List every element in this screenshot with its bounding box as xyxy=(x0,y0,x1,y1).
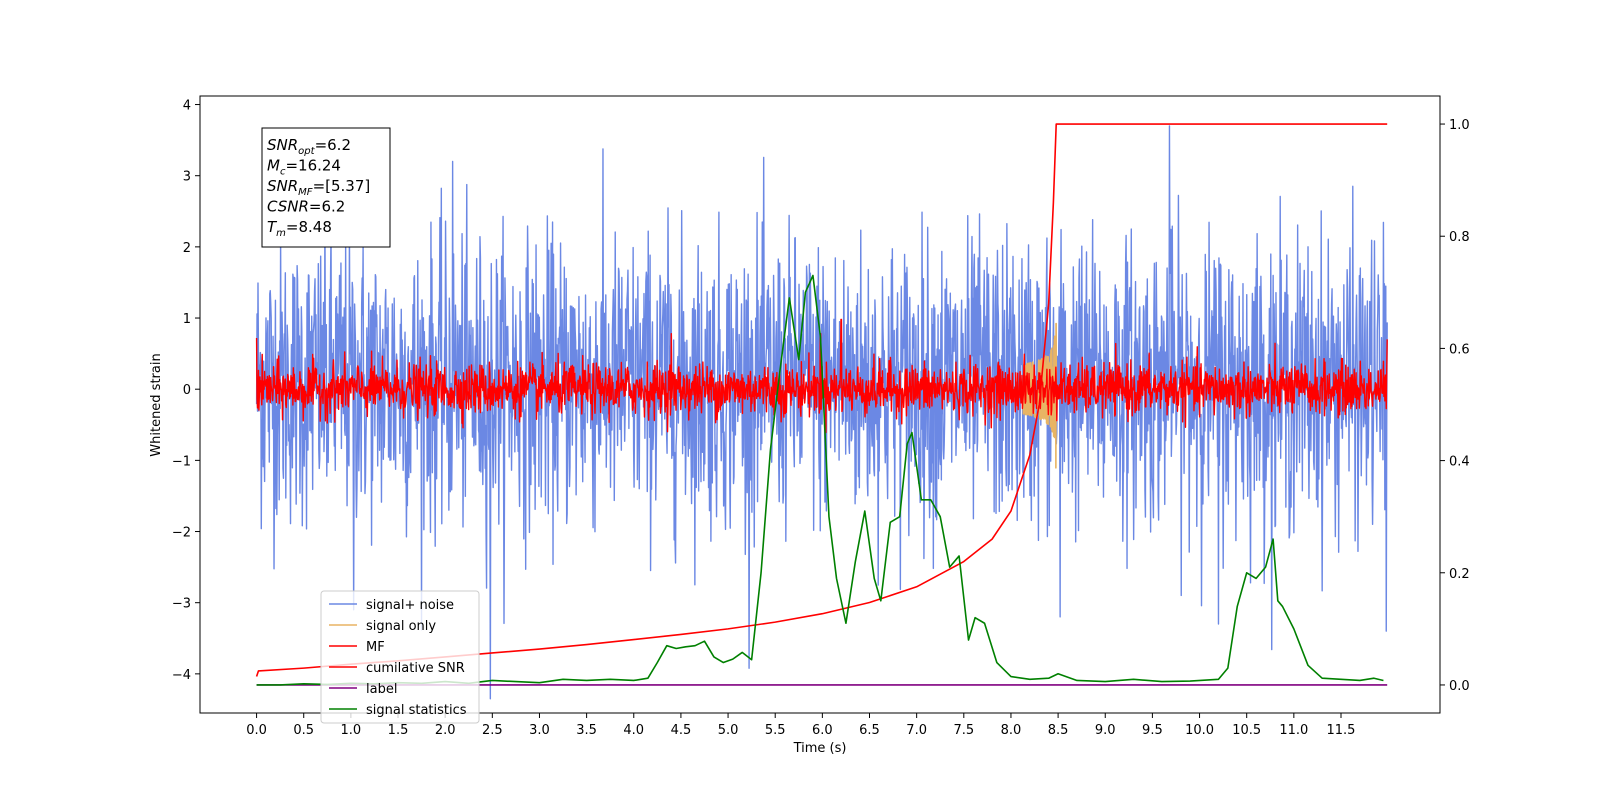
y-tick-label-right: 0.6 xyxy=(1449,342,1470,357)
y-tick-label-left: 3 xyxy=(183,170,191,185)
legend-entry: signal statistics xyxy=(366,703,467,718)
y-tick-label-right: 0.0 xyxy=(1449,679,1470,694)
info-box-line: CSNR=6.2 xyxy=(267,198,345,216)
x-tick-label: 3.5 xyxy=(576,723,597,738)
x-tick-label: 10.0 xyxy=(1185,723,1214,738)
y-tick-label-right: 0.2 xyxy=(1449,567,1470,582)
info-box-frame xyxy=(261,127,391,248)
x-tick-label: 1.0 xyxy=(341,723,362,738)
x-tick-label: 0.0 xyxy=(246,723,267,738)
x-tick-label: 9.5 xyxy=(1142,723,1163,738)
y-tick-label-right: 1.0 xyxy=(1449,118,1470,133)
y-axis-right: 1.0 0.8 0.6 0.4 0.2 0.0 xyxy=(1440,118,1470,694)
legend-entry: signal only xyxy=(366,619,436,634)
x-tick-label: 9.0 xyxy=(1095,723,1116,738)
x-tick-label: 11.5 xyxy=(1327,723,1356,738)
x-tick-label: 3.0 xyxy=(529,723,550,738)
legend-entry: signal+ noise xyxy=(366,598,454,613)
x-tick-label: 1.5 xyxy=(388,723,409,738)
y-tick-label-left: 2 xyxy=(183,241,191,256)
info-box-line: SNRMF=[5.37] xyxy=(267,177,370,198)
y-axis-label: Whitened strain xyxy=(149,353,164,456)
info-box-line: Tm=8.48 xyxy=(267,218,332,239)
x-tick-label: 4.5 xyxy=(671,723,692,738)
x-tick-label: 4.0 xyxy=(623,723,644,738)
y-tick-label-left: 4 xyxy=(183,99,191,114)
x-tick-label: 5.5 xyxy=(765,723,786,738)
x-tick-label: 10.5 xyxy=(1232,723,1261,738)
y-tick-label-left: 1 xyxy=(183,312,191,327)
x-tick-label: 0.5 xyxy=(293,723,314,738)
x-tick-label: 11.0 xyxy=(1279,723,1308,738)
legend: signal+ noise signal only MF cumilative SNR… xyxy=(320,590,480,724)
x-tick-label: 7.0 xyxy=(906,723,927,738)
x-axis: 0.0 0.5 1.0 1.5 2.0 2.5 3.0 3.5 4.0 4.5 5.0 5.5 6.0 6… xyxy=(246,713,1355,738)
y-axis-left: 4 3 2 1 0 −1 −2 −3 −4 xyxy=(172,99,200,683)
y-tick-label-left: −4 xyxy=(172,668,191,683)
x-tick-label: 8.5 xyxy=(1048,723,1069,738)
y-tick-label-left: −3 xyxy=(172,597,191,612)
x-tick-label: 6.0 xyxy=(812,723,833,738)
series-line-signal-only xyxy=(1022,322,1059,469)
info-box-line: Mc=16.24 xyxy=(267,157,341,178)
series-line-signal-statistics xyxy=(256,274,1384,686)
legend-entry: cumilative SNR xyxy=(366,661,465,676)
x-tick-label: 6.5 xyxy=(859,723,880,738)
x-tick-label: 2.5 xyxy=(482,723,503,738)
legend-entry: label xyxy=(366,682,397,697)
x-axis-label: Time (s) xyxy=(793,741,847,756)
x-tick-label: 2.0 xyxy=(435,723,456,738)
legend-entry: MF xyxy=(366,640,385,655)
info-box-line: SNRopt=6.2 xyxy=(267,136,351,157)
y-tick-label-right: 0.8 xyxy=(1449,230,1470,245)
x-tick-label: 8.0 xyxy=(1001,723,1022,738)
y-tick-label-left: 0 xyxy=(183,383,191,398)
legend-frame xyxy=(320,590,480,724)
y-tick-label-left: −1 xyxy=(172,454,191,469)
plot-frame xyxy=(199,95,1441,714)
y-tick-label-right: 0.4 xyxy=(1449,455,1470,470)
x-tick-label: 5.0 xyxy=(718,723,739,738)
x-tick-label: 7.5 xyxy=(953,723,974,738)
y-tick-label-left: −2 xyxy=(172,526,191,541)
